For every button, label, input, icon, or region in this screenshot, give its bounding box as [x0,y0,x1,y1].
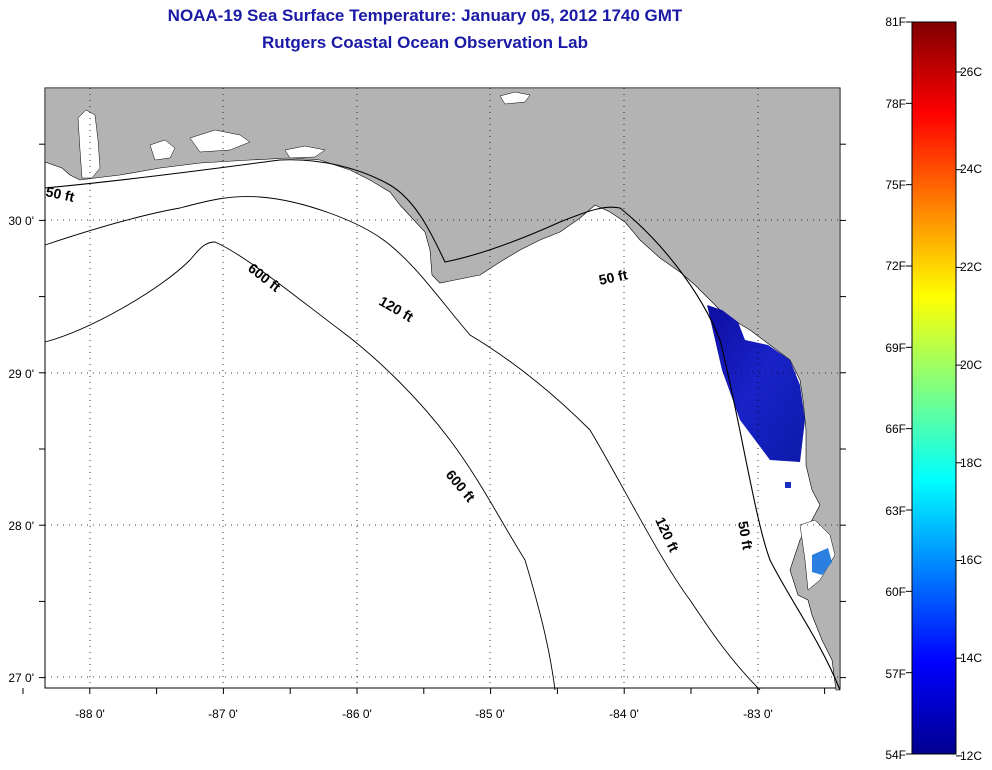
lon-label: -84 0' [609,707,639,721]
colorbar-c-label: 14C [960,651,982,665]
colorbar-f-label: 66F [885,422,906,436]
colorbar-ticks [906,21,962,757]
contour-600ft [44,241,556,691]
colorbar-f-label: 81F [885,15,906,29]
colorbar-c-label: 22C [960,260,982,274]
colorbar-f-label: 60F [885,585,906,599]
axis-ticks [22,143,846,694]
contour-label-50ft: 50 ft [597,266,629,288]
lat-label: 29 0' [8,367,34,381]
colorbar-f-label: 54F [885,748,906,762]
map-subtitle: Rutgers Coastal Ocean Observation Lab [262,33,588,52]
colorbar-f-label: 78F [885,97,906,111]
lon-label: -87 0' [208,707,238,721]
lat-label: 30 0' [8,214,34,228]
lat-label: 28 0' [8,519,34,533]
colorbar-c-label: 12C [960,749,982,763]
colorbar-f-label: 75F [885,178,906,192]
mobile-bay [77,109,101,179]
lon-label: -86 0' [342,707,372,721]
lake-okeechobee-area [499,91,531,105]
apalachicola-bay [284,145,326,159]
pensacola-bay [149,139,176,161]
colorbar-c-label: 20C [960,358,982,372]
contour-50ft [44,159,841,691]
sst-data-patch [707,305,805,462]
lon-label: -85 0' [475,707,505,721]
colorbar-c-label: 24C [960,162,982,176]
sst-pixel [785,482,791,488]
colorbar-f-label: 69F [885,341,906,355]
colorbar-c-label: 26C [960,65,982,79]
colorbar-c-label: 18C [960,456,982,470]
lat-lon-grid [45,88,840,688]
colorbar-f-label: 57F [885,667,906,681]
sst-data-patch-small [812,548,832,575]
colorbar-f-label: 72F [885,259,906,273]
colorbar-c-label: 16C [960,553,982,567]
lat-label: 27 0' [8,671,34,685]
colorbar-gradient [911,21,957,755]
choctawhatchee-bay [189,129,251,153]
contour-120ft [44,196,761,691]
map-title: NOAA-19 Sea Surface Temperature: January… [167,6,683,25]
contour-label-50ft: 50 ft [735,520,756,551]
colorbar-f-label: 63F [885,504,906,518]
lon-label: -88 0' [75,707,105,721]
lon-label: -83 0' [743,707,773,721]
contour-label-50ft: 50 ft [44,183,76,205]
